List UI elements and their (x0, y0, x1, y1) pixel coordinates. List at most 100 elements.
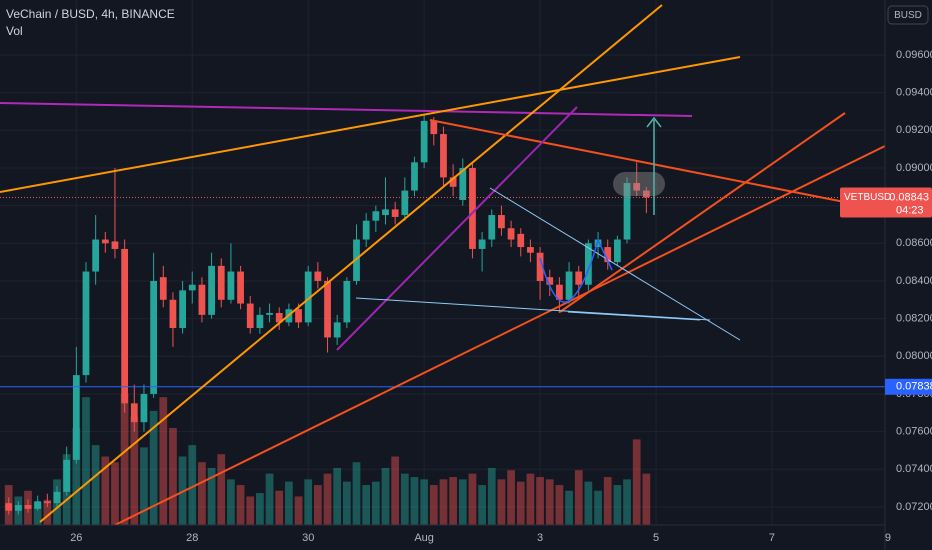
candle-body (304, 271, 312, 323)
y-tick-label: 0.09000 (896, 162, 932, 174)
candle-body (575, 271, 583, 285)
highlight-blob (613, 172, 665, 196)
y-tick-label: 0.08200 (896, 313, 932, 325)
volume-bar (497, 479, 506, 525)
volume-bar (507, 470, 515, 525)
candle-body (633, 183, 641, 191)
candle-body (5, 503, 13, 511)
candle-body (594, 239, 602, 248)
volume-bar (101, 456, 110, 525)
candle-body (565, 271, 573, 300)
trend-line (0, 56, 741, 193)
candle-body (372, 211, 380, 221)
candle-body (266, 312, 273, 315)
volume-bar (487, 467, 496, 525)
candle-body (604, 247, 612, 263)
x-tick-label: 3 (537, 532, 543, 544)
candle-body (275, 312, 283, 323)
volume-bar (603, 477, 612, 525)
volume-bar (439, 479, 448, 525)
volume-bar (352, 462, 361, 525)
candle-body (217, 265, 225, 300)
volume-bar (227, 479, 235, 525)
candle-layer (0, 115, 885, 515)
volume-bar (458, 479, 467, 525)
volume-bar (574, 470, 583, 525)
volume-bar (478, 485, 486, 525)
countdown-label: 04:23 (896, 204, 924, 216)
candle-body (169, 299, 177, 329)
volume-bar (207, 467, 216, 525)
candle-body (295, 309, 302, 323)
candle-body (343, 280, 351, 323)
volume-bar (623, 479, 631, 525)
volume-bar (449, 477, 457, 525)
candle-body (613, 239, 621, 263)
trend-line (355, 297, 711, 321)
candle-body (140, 393, 148, 423)
trend-line (0, 102, 693, 117)
volume-bar (545, 479, 554, 525)
arrow-head (646, 116, 662, 128)
volume-bar (169, 427, 177, 525)
trend-line (489, 187, 741, 341)
volume-bar (43, 499, 52, 525)
candle-body (246, 303, 254, 329)
volume-bar (140, 447, 148, 525)
volume-bar (391, 456, 400, 525)
candle-body (411, 162, 418, 191)
candle-body (420, 120, 428, 163)
volume-bar (256, 493, 264, 525)
candle-body (430, 120, 438, 135)
candle-body (24, 505, 32, 509)
x-tick-label: 26 (70, 532, 82, 544)
volume-bar (429, 485, 438, 525)
trend-line (559, 112, 846, 313)
trend-line (429, 119, 886, 211)
candle-body (101, 239, 109, 244)
volume-bar (159, 397, 168, 525)
candle-body (188, 284, 196, 291)
drawings (0, 4, 886, 526)
x-tick-label: Aug (414, 532, 434, 544)
candle-body (536, 252, 544, 281)
candle-body (507, 228, 515, 240)
candle-body (150, 280, 158, 394)
candle-body (159, 277, 167, 300)
y-tick-label: 0.09200 (896, 124, 932, 136)
candle-body (488, 215, 496, 240)
time-axis-bg (0, 525, 932, 550)
volume-bar (275, 490, 284, 525)
x-tick-label: 5 (653, 532, 659, 544)
x-tick-label: 7 (769, 532, 775, 544)
volume-bar (130, 416, 139, 525)
candle-body (82, 271, 90, 376)
chart-title: VeChain / BUSD, 4h, BINANCE (6, 7, 175, 21)
trend-line (114, 145, 886, 526)
candle-body (585, 243, 592, 285)
volume-bar (285, 481, 293, 525)
volume-bar (468, 473, 477, 525)
candle-body (478, 239, 486, 249)
volume-label: Vol (6, 24, 23, 38)
price-axis-bg (885, 0, 932, 550)
candle-body (642, 190, 650, 198)
volume-bar (120, 393, 129, 525)
symbol-label: VETBUSD (844, 192, 891, 203)
y-tick-label: 0.09400 (896, 87, 932, 99)
volume-bar (314, 485, 322, 525)
volume-bar (516, 481, 525, 525)
last-price-label: 0.08843 (889, 191, 929, 203)
candle-body (353, 239, 360, 281)
candle-body (362, 220, 370, 240)
y-tick-label: 0.07600 (896, 426, 932, 438)
candle-body (198, 284, 206, 315)
price-tag-bg (885, 378, 932, 395)
y-tick-label: 0.08600 (896, 237, 932, 249)
y-tick-label: 0.07200 (896, 501, 932, 513)
trend-line (39, 4, 663, 523)
candle-body (498, 215, 505, 229)
volume-bar (565, 490, 573, 525)
candle-body (546, 277, 554, 285)
